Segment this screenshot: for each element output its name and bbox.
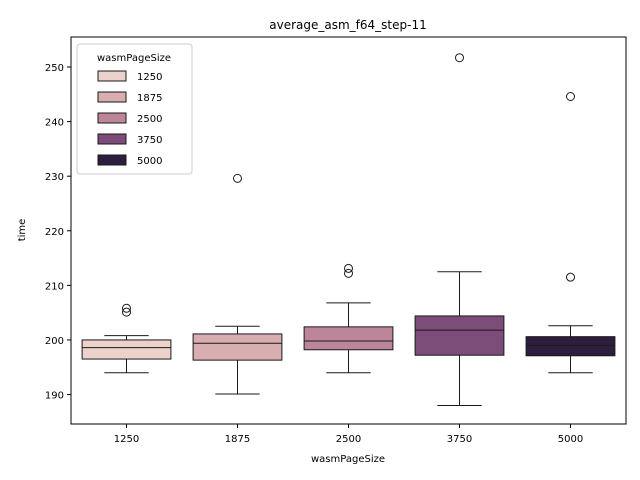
box-group-5000 <box>525 91 616 374</box>
legend-swatch <box>97 70 127 82</box>
outlier-point <box>122 307 131 317</box>
plot-area <box>81 53 616 406</box>
box <box>81 339 172 360</box>
y-tick-label: 200 <box>45 336 64 347</box>
legend-swatch <box>97 133 127 145</box>
legend-swatch <box>97 154 127 166</box>
outlier-point <box>566 91 575 101</box>
x-tick-label: 3750 <box>447 434 472 445</box>
outlier-point <box>566 272 575 282</box>
legend-label: 1875 <box>137 93 162 104</box>
x-tick-label: 1250 <box>114 434 139 445</box>
chart-title: average_asm_f64_step-11 <box>269 18 426 32</box>
box <box>525 336 616 357</box>
axes: 1250 1875 2500 3750 5000 190 200 210 220 230 240 25… <box>45 63 583 445</box>
y-tick-label: 190 <box>45 391 64 402</box>
box-group-1250 <box>81 303 172 374</box>
y-tick-label: 210 <box>45 281 64 292</box>
outlier-point <box>344 263 353 273</box>
x-tick-label: 1875 <box>225 434 250 445</box>
y-tick-label: 240 <box>45 118 64 129</box>
y-tick-label: 250 <box>45 63 64 74</box>
legend-label: 3750 <box>137 135 162 146</box>
legend-swatch <box>97 112 127 124</box>
legend-swatch <box>97 91 127 103</box>
y-tick-label: 230 <box>45 172 64 183</box>
legend-title: wasmPageSize <box>97 53 171 64</box>
box <box>303 326 394 351</box>
outlier-point <box>122 303 131 313</box>
y-tick-label: 220 <box>45 227 64 238</box>
box-group-3750 <box>414 53 505 406</box>
y-axis-title: time <box>17 219 28 242</box>
x-axis-title: wasmPageSize <box>311 454 385 465</box>
outlier-point <box>344 268 353 278</box>
x-tick-label: 2500 <box>336 434 361 445</box>
legend: wasmPageSize 1250 1875 2500 3750 5000 <box>76 43 193 175</box>
legend-label: 1250 <box>137 72 162 83</box>
legend-label: 2500 <box>137 114 162 125</box>
box <box>414 315 505 356</box>
box-group-1875 <box>192 173 283 395</box>
box-group-2500 <box>303 263 394 374</box>
outlier-point <box>233 173 242 183</box>
outlier-point <box>455 53 464 63</box>
x-tick-label: 5000 <box>558 434 583 445</box>
box <box>192 333 283 361</box>
legend-label: 5000 <box>137 156 162 167</box>
